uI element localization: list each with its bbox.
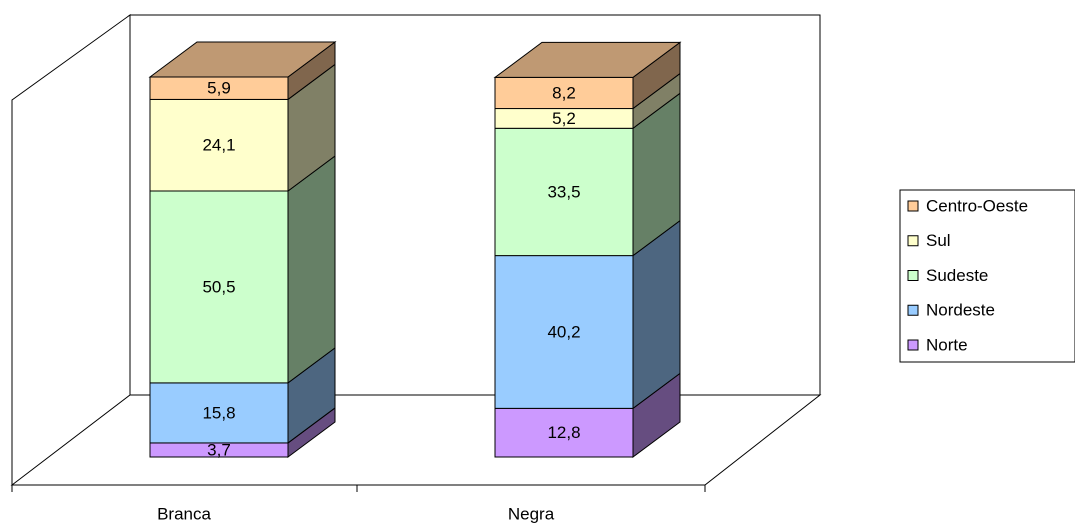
data-label: 8,2 [552,83,576,102]
bar [149,382,289,444]
x-tick-label: Branca [157,504,211,523]
legend-label: Nordeste [926,301,995,320]
legend-label: Sul [926,231,951,250]
legend-swatch [907,270,919,281]
legend-swatch [907,200,919,212]
legend-swatch [907,235,919,247]
chart-frame [10,14,822,492]
data-label: 12,8 [547,423,580,442]
bar [149,190,289,384]
data-label: 40,2 [547,322,580,341]
back-wall [130,14,821,395]
data-label: 5,2 [552,109,576,128]
data-label: 50,5 [202,277,235,296]
data-label: 3,7 [207,440,231,459]
side-wall [11,14,131,485]
x-tick-label: Negra [508,504,555,523]
data-label: 24,1 [202,136,235,155]
data-label: 15,8 [202,403,235,422]
bar-side [287,155,336,384]
legend-swatch [907,304,919,316]
bar [494,255,634,409]
legend-box [899,189,1075,363]
data-label: 33,5 [547,182,580,201]
legend-label: Sudeste [926,266,988,285]
bar [149,98,289,192]
legend-swatch [907,339,919,351]
legend-label: Centro-Oeste [926,196,1028,215]
data-label: 5,9 [207,79,231,98]
bar-top [493,41,682,78]
bar [494,127,634,257]
legend-label: Norte [926,335,968,354]
floor [10,394,822,486]
bar-top [148,41,337,78]
